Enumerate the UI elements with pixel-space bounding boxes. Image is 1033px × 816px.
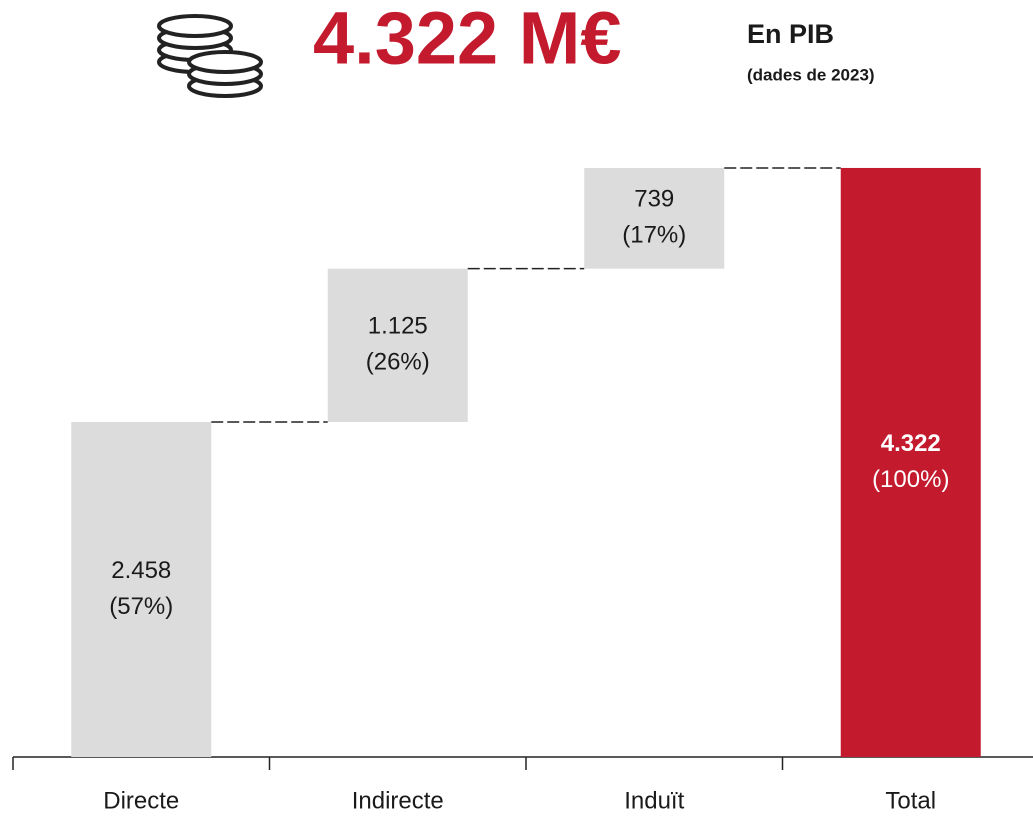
headline: 4.322 M€ [313, 0, 622, 80]
share-label: (100%) [872, 466, 949, 493]
value-label: 4.322 [881, 430, 941, 457]
share-label: (57%) [109, 593, 173, 620]
x-tick-label: Directe [103, 787, 179, 814]
value-label: 1.125 [368, 313, 428, 340]
bar [71, 422, 212, 757]
coins-icon [157, 14, 263, 98]
headline-note: (dades de 2023) [747, 65, 875, 84]
x-tick-label: Induït [624, 787, 684, 814]
share-label: (26%) [366, 349, 430, 376]
headline-label: En PIB [747, 19, 834, 49]
bar [840, 167, 981, 758]
value-label: 2.458 [111, 557, 171, 584]
bar [327, 268, 468, 423]
share-label: (17%) [622, 222, 686, 249]
value-label: 739 [634, 186, 674, 213]
x-tick-label: Indirecte [352, 787, 444, 814]
bar [584, 167, 725, 269]
x-tick-label: Total [885, 787, 936, 814]
